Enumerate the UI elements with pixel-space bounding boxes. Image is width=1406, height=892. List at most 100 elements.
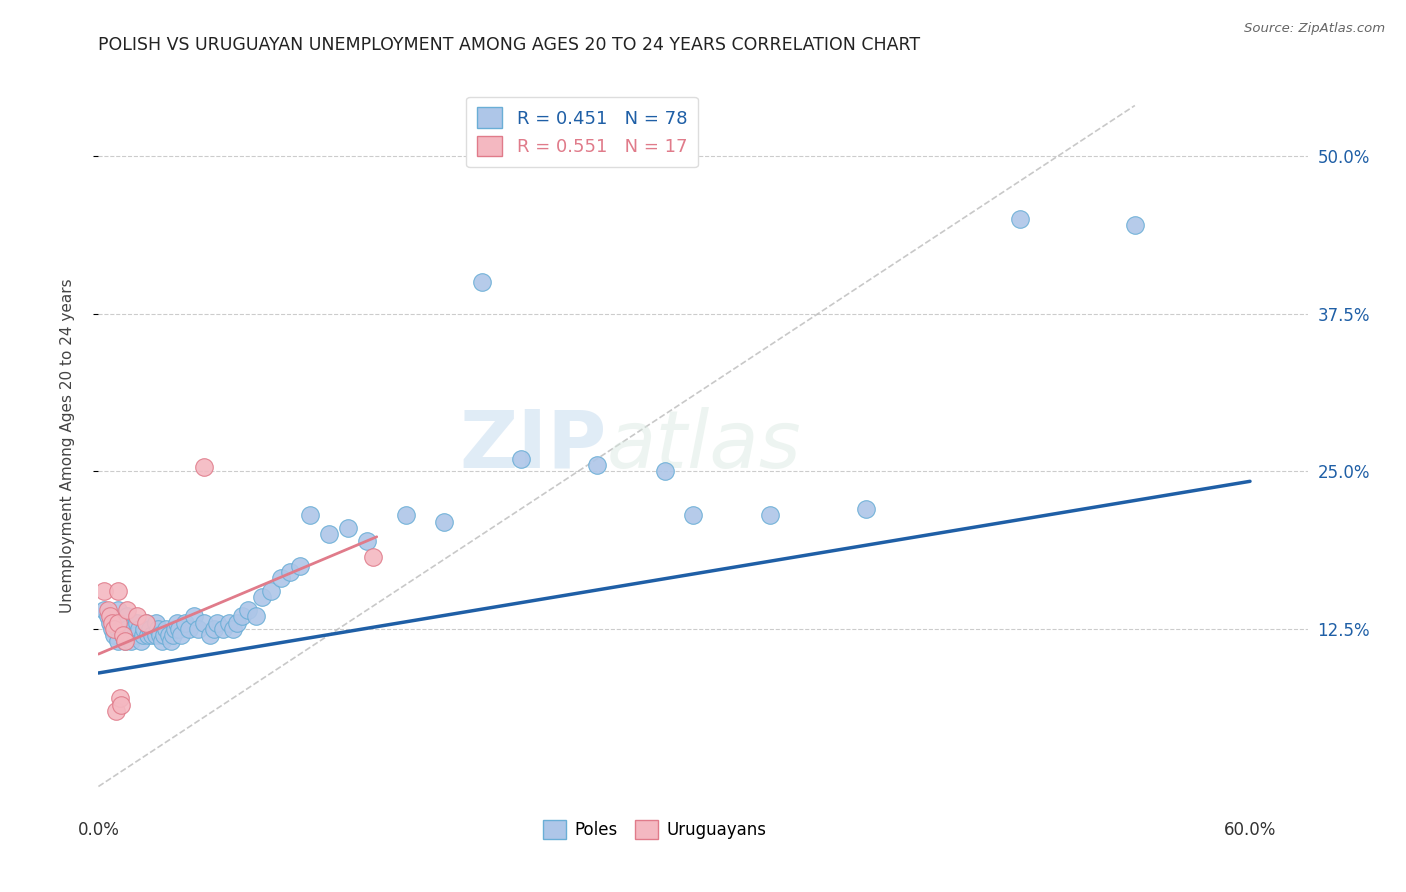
Point	[160, 634, 183, 648]
Point	[125, 615, 148, 630]
Point	[682, 508, 704, 523]
Point	[135, 615, 157, 630]
Point	[260, 584, 283, 599]
Point	[98, 615, 121, 630]
Point	[654, 464, 676, 478]
Y-axis label: Unemployment Among Ages 20 to 24 years: Unemployment Among Ages 20 to 24 years	[60, 278, 75, 614]
Point	[129, 634, 152, 648]
Point	[101, 622, 124, 636]
Point	[471, 275, 494, 289]
Text: POLISH VS URUGUAYAN UNEMPLOYMENT AMONG AGES 20 TO 24 YEARS CORRELATION CHART: POLISH VS URUGUAYAN UNEMPLOYMENT AMONG A…	[98, 36, 921, 54]
Point	[193, 615, 215, 630]
Point	[193, 460, 215, 475]
Point	[120, 634, 142, 648]
Point	[131, 628, 153, 642]
Point	[128, 622, 150, 636]
Point	[107, 622, 129, 636]
Point	[167, 622, 190, 636]
Point	[288, 558, 311, 573]
Point	[202, 622, 225, 636]
Point	[212, 622, 235, 636]
Point	[298, 508, 321, 523]
Point	[135, 615, 157, 630]
Point	[104, 704, 127, 718]
Point	[112, 628, 135, 642]
Point	[101, 615, 124, 630]
Point	[155, 622, 177, 636]
Point	[218, 615, 240, 630]
Point	[104, 615, 127, 630]
Point	[115, 609, 138, 624]
Point	[112, 628, 135, 642]
Point	[361, 549, 384, 564]
Point	[356, 533, 378, 548]
Point	[270, 571, 292, 585]
Point	[107, 615, 129, 630]
Point	[115, 622, 138, 636]
Point	[173, 615, 195, 630]
Legend: Poles, Uruguayans: Poles, Uruguayans	[534, 812, 775, 847]
Point	[93, 603, 115, 617]
Point	[115, 603, 138, 617]
Point	[394, 508, 416, 523]
Point	[145, 628, 167, 642]
Point	[98, 609, 121, 624]
Point	[159, 628, 181, 642]
Point	[118, 628, 141, 642]
Point	[108, 691, 131, 706]
Point	[145, 615, 167, 630]
Point	[149, 628, 172, 642]
Point	[855, 502, 877, 516]
Point	[198, 628, 221, 642]
Point	[236, 603, 259, 617]
Point	[139, 622, 162, 636]
Point	[107, 634, 129, 648]
Point	[280, 565, 302, 579]
Point	[318, 527, 340, 541]
Point	[134, 622, 156, 636]
Point	[141, 628, 163, 642]
Point	[152, 628, 174, 642]
Point	[170, 628, 193, 642]
Point	[150, 634, 173, 648]
Point	[225, 615, 247, 630]
Point	[107, 584, 129, 599]
Point	[146, 622, 169, 636]
Point	[110, 698, 132, 712]
Point	[103, 628, 125, 642]
Point	[250, 591, 273, 605]
Point	[222, 622, 245, 636]
Point	[97, 603, 120, 617]
Point	[93, 584, 115, 599]
Point	[187, 622, 209, 636]
Point	[125, 628, 148, 642]
Point	[166, 615, 188, 630]
Point	[107, 603, 129, 617]
Text: atlas: atlas	[606, 407, 801, 485]
Point	[433, 515, 456, 529]
Point	[183, 609, 205, 624]
Point	[245, 609, 267, 624]
Point	[336, 521, 359, 535]
Text: ZIP: ZIP	[458, 407, 606, 485]
Point	[114, 634, 136, 648]
Point	[136, 628, 159, 642]
Point	[110, 622, 132, 636]
Point	[509, 451, 531, 466]
Point	[162, 628, 184, 642]
Point	[124, 628, 146, 642]
Point	[759, 508, 782, 523]
Point	[103, 622, 125, 636]
Point	[114, 634, 136, 648]
Text: Source: ZipAtlas.com: Source: ZipAtlas.com	[1244, 22, 1385, 36]
Point	[165, 622, 187, 636]
Point	[586, 458, 609, 472]
Point	[177, 622, 200, 636]
Point	[231, 609, 253, 624]
Point	[108, 615, 131, 630]
Point	[1123, 219, 1146, 233]
Point	[207, 615, 229, 630]
Point	[97, 609, 120, 624]
Point	[1008, 212, 1031, 227]
Point	[125, 609, 148, 624]
